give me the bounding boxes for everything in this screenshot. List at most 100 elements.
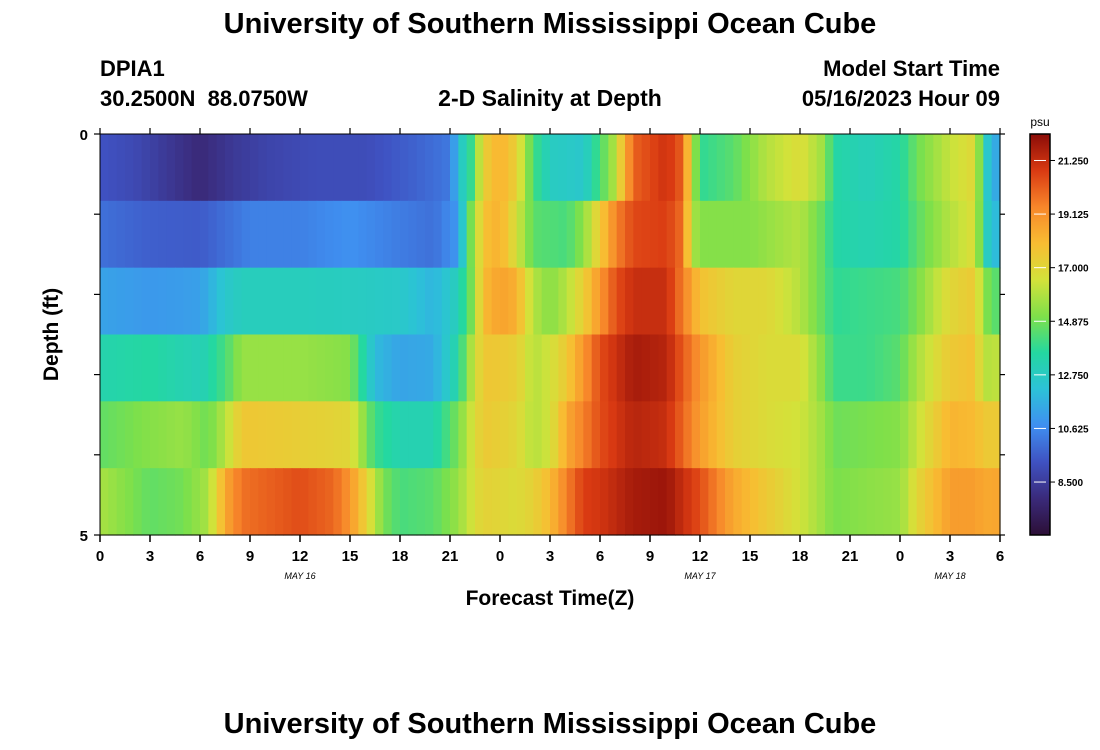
heatmap-cell	[183, 401, 193, 469]
heatmap-cell	[600, 200, 609, 269]
heatmap-cell	[366, 334, 376, 402]
heatmap-cell	[133, 267, 143, 336]
heatmap-cell	[450, 200, 459, 269]
heatmap-cell	[991, 334, 1001, 402]
heatmap-cell	[225, 267, 234, 336]
heatmap-cell	[700, 334, 709, 402]
heatmap-cell	[408, 334, 418, 402]
heatmap-cell	[458, 134, 468, 202]
heatmap-cell	[425, 267, 434, 336]
heatmap-cell	[408, 468, 418, 536]
heatmap-cell	[733, 267, 743, 336]
heatmap-cell	[641, 134, 651, 202]
heatmap-cell	[375, 134, 384, 202]
heatmap-cell	[125, 334, 134, 402]
heatmap-cell	[766, 267, 776, 336]
heatmap-cell	[908, 401, 918, 469]
heatmap-cell	[958, 134, 968, 202]
heatmap-cell	[366, 267, 376, 336]
heatmap-cell	[633, 334, 643, 402]
heatmap-cell	[258, 468, 268, 536]
heatmap-cell	[975, 334, 984, 402]
x-tick-label: 9	[646, 548, 654, 565]
heatmap-cell	[433, 401, 443, 469]
heatmap-cell	[658, 468, 668, 536]
heatmap-cell	[591, 468, 601, 536]
heatmap-cell	[366, 401, 376, 469]
heatmap-cell	[716, 401, 726, 469]
heatmap-cell	[125, 401, 134, 469]
x-tick-label: 15	[742, 548, 759, 565]
heatmap-cell	[158, 401, 168, 469]
heatmap-cell	[108, 334, 118, 402]
heatmap-cell	[883, 401, 893, 469]
heatmap-cell	[300, 200, 309, 269]
heatmap-cell	[666, 401, 676, 469]
heatmap-cell	[850, 200, 859, 269]
heatmap-cell	[533, 134, 543, 202]
heatmap-cell	[750, 200, 759, 269]
heatmap-cell	[783, 134, 793, 202]
heatmap-cell	[433, 200, 443, 269]
heatmap-cell	[225, 401, 234, 469]
heatmap-cell	[208, 267, 218, 336]
heatmap-cell	[866, 334, 876, 402]
heatmap-cell	[241, 134, 251, 202]
heatmap-cell	[508, 468, 518, 536]
heatmap-cell	[466, 334, 476, 402]
heatmap-cell	[950, 200, 959, 269]
heatmap-cell	[841, 267, 851, 336]
heatmap-cell	[791, 468, 801, 536]
heatmap-cell	[925, 401, 934, 469]
heatmap-cell	[858, 134, 868, 202]
heatmap-cell	[100, 468, 109, 536]
heatmap-cell	[683, 401, 693, 469]
x-tick-label: 3	[546, 548, 554, 565]
heatmap-cell	[300, 267, 309, 336]
heatmap-cell	[191, 468, 201, 536]
heatmap-cell	[600, 134, 609, 202]
x-tick-label: 9	[246, 548, 254, 565]
heatmap-cell	[291, 267, 301, 336]
heatmap-cell	[383, 334, 393, 402]
heatmap-cell	[300, 468, 309, 536]
heatmap-cell	[916, 134, 926, 202]
heatmap-cell	[550, 200, 559, 269]
heatmap-cell	[533, 334, 543, 402]
heatmap-cell	[816, 267, 826, 336]
heatmap-cell	[308, 267, 318, 336]
heatmap-cell	[708, 200, 718, 269]
heatmap-cell	[350, 200, 359, 269]
heatmap-cell	[100, 200, 109, 269]
heatmap-cell	[533, 200, 543, 269]
heatmap-cell	[683, 468, 693, 536]
heatmap-cell	[758, 267, 768, 336]
heatmap-cell	[616, 200, 626, 269]
heatmap-cell	[525, 134, 534, 202]
heatmap-cell	[266, 334, 276, 402]
heatmap-cell	[808, 468, 818, 536]
heatmap-cell	[133, 334, 143, 402]
heatmap-cell	[641, 200, 651, 269]
heatmap-cell	[150, 200, 159, 269]
heatmap-cell	[758, 468, 768, 536]
heatmap-cell	[108, 468, 118, 536]
heatmap-cell	[775, 334, 784, 402]
heatmap-cell	[808, 134, 818, 202]
heatmap-cell	[541, 200, 551, 269]
heatmap-cell	[425, 134, 434, 202]
heatmap-cell	[891, 134, 901, 202]
heatmap-cell	[650, 267, 659, 336]
heatmap-cell	[666, 267, 676, 336]
heatmap-cell	[875, 401, 884, 469]
heatmap-cell	[808, 334, 818, 402]
heatmap-cell	[250, 334, 259, 402]
heatmap-cell	[183, 334, 193, 402]
heatmap-cell	[633, 401, 643, 469]
heatmap-cell	[575, 134, 584, 202]
chart-subtitle: 2-D Salinity at Depth	[438, 85, 662, 111]
heatmap-cell	[625, 200, 634, 269]
heatmap-cell	[675, 468, 684, 536]
heatmap-cell	[500, 267, 509, 336]
heatmap-cell	[841, 468, 851, 536]
